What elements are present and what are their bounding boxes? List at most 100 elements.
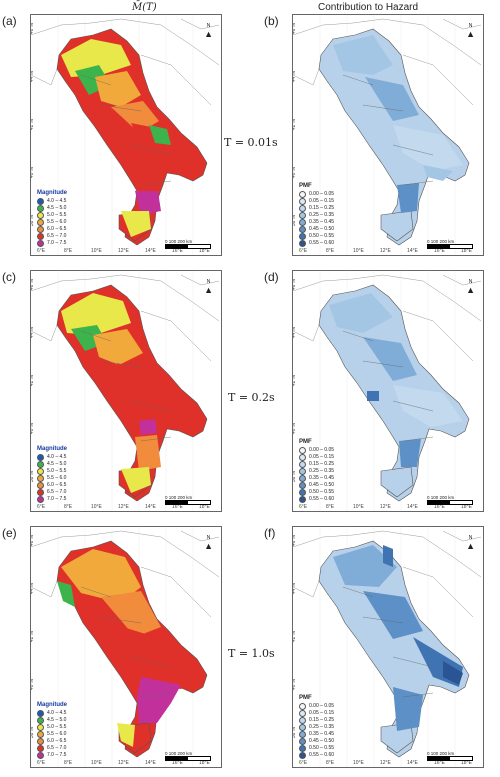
regional-borders [342, 586, 434, 698]
legend-item: 6.5 – 7.0 [37, 489, 67, 496]
legend-label: 6.5 – 7.0 [47, 745, 67, 751]
longitude-tick: 14°E [407, 760, 418, 766]
legend-title: Magnitude [37, 702, 67, 708]
map-panel-d: 46°N 44°N 42°N 40°N 38°N 6°E 8°E 10°E 12°E 14°E 16… [292, 270, 484, 512]
longitude-tick: 14°E [407, 504, 418, 510]
regional-borders [80, 586, 172, 698]
country-borders [31, 530, 220, 618]
legend-item: 4.0 – 4.5 [37, 710, 67, 717]
latitude-tick: 40°N [292, 423, 297, 435]
legend-label: 4.5 – 5.0 [47, 205, 67, 211]
legend-item: 0.35 – 0.45 [299, 475, 334, 482]
legend-label: 0.55 – 0.60 [309, 240, 335, 246]
legend-swatch [37, 745, 44, 752]
legend-swatch [299, 226, 306, 233]
legend-item: 0.25 – 0.35 [299, 212, 334, 219]
north-arrow-icon: N ▲ [466, 279, 475, 295]
legend-swatch [299, 745, 306, 752]
latitude-tick: 44°N [30, 327, 35, 339]
longitude-tick: 14°E [145, 504, 156, 510]
latitude-tick: 46°N [292, 535, 297, 547]
longitude-tick: 16°E [434, 760, 445, 766]
scale-bar: 0 100 200 km [427, 239, 473, 249]
longitude-tick: 10°E [353, 504, 364, 510]
legend-swatch [299, 233, 306, 240]
legend-item: 0.15 – 0.25 [299, 461, 334, 468]
longitude-tick: 6°E [299, 248, 308, 254]
legend-swatch [37, 724, 44, 731]
legend-item: 0.45 – 0.50 [299, 482, 334, 489]
legend-label: 6.0 – 6.5 [47, 226, 67, 232]
hazard-map [293, 527, 482, 767]
legend-label: 5.0 – 5.5 [47, 724, 67, 730]
latitude-tick: 38°N [292, 471, 297, 483]
panel-label-f: (f) [264, 526, 276, 540]
longitude-tick: 14°E [407, 248, 418, 254]
legend-swatch [37, 461, 44, 468]
magnitude-map [31, 15, 220, 255]
longitude-tick: 8°E [64, 504, 73, 510]
pmf-zone [383, 545, 393, 567]
pmf-zone [443, 661, 463, 685]
period-label-2: T = 1.0s [228, 647, 275, 660]
legend-label: 6.5 – 7.0 [47, 233, 67, 239]
legend-label: 5.0 – 5.5 [47, 468, 67, 474]
longitude-tick: 16°E [434, 248, 445, 254]
magnitude-zone [101, 591, 161, 637]
legend-label: 6.0 – 6.5 [47, 738, 67, 744]
longitude-tick: 18°E [461, 504, 472, 510]
legend-label: 5.5 – 6.0 [47, 731, 67, 737]
latitude-tick: 42°N [30, 631, 35, 643]
legend-swatch [37, 198, 44, 205]
longitude-tick: 8°E [64, 248, 73, 254]
magnitude-map [31, 527, 220, 767]
longitude-tick: 18°E [199, 760, 210, 766]
legend-swatch [37, 717, 44, 724]
pmf-zone [423, 165, 453, 181]
legend-item: 0.00 – 0.05 [299, 191, 334, 198]
legend-label: 0.45 – 0.50 [309, 738, 335, 744]
pmf-zone [363, 337, 417, 381]
legend-label: 0.50 – 0.55 [309, 233, 335, 239]
pmf-zone [393, 687, 423, 731]
italy-landmass [380, 466, 414, 498]
regional-borders [342, 74, 434, 186]
north-arrow-icon: N ▲ [466, 535, 475, 551]
north-arrow-icon: N ▲ [466, 23, 475, 39]
legend-label: 0.45 – 0.50 [309, 226, 335, 232]
magnitude-zone [149, 125, 171, 145]
legend-swatch [299, 496, 306, 503]
hazard-map [293, 15, 482, 255]
magnitude-zone [117, 723, 135, 747]
longitude-tick: 16°E [172, 248, 183, 254]
pmf-legend: PMF 0.00 – 0.05 0.05 – 0.15 0.15 – 0.25 0.25… [299, 695, 334, 759]
latitude-tick: 46°N [292, 279, 297, 291]
legend-item: 4.0 – 4.5 [37, 454, 67, 461]
map-panel-a: 46°N 44°N 42°N 40°N 38°N 6°E 8°E 10°E 12°E 14°E 16… [30, 14, 222, 256]
legend-item: 5.5 – 6.0 [37, 219, 67, 226]
country-borders [31, 274, 220, 362]
scale-bar: 0 100 200 km [165, 495, 211, 505]
map-panel-f: 46°N 44°N 42°N 40°N 38°N 6°E 8°E 10°E 12°E 14°E 16… [292, 526, 484, 768]
legend-label: 0.35 – 0.45 [309, 219, 335, 225]
legend-swatch [37, 475, 44, 482]
legend-swatch [37, 205, 44, 212]
legend-title: PMF [299, 695, 312, 701]
latitude-tick: 46°N [30, 535, 35, 547]
legend-item: 0.45 – 0.50 [299, 226, 334, 233]
longitude-tick: 6°E [299, 504, 308, 510]
legend-item: 4.5 – 5.0 [37, 205, 67, 212]
legend-label: 0.55 – 0.60 [309, 496, 335, 502]
legend-item: 0.15 – 0.25 [299, 205, 334, 212]
panel-label-a: (a) [2, 14, 17, 28]
legend-swatch [37, 710, 44, 717]
panel-label-d: (d) [264, 270, 279, 284]
legend-item: 0.00 – 0.05 [299, 703, 334, 710]
legend-item: 0.05 – 0.15 [299, 710, 334, 717]
hazard-column-header: Contribution to Hazard [318, 2, 419, 13]
longitude-tick: 18°E [461, 248, 472, 254]
pmf-zone [393, 385, 463, 427]
magnitude-zone [57, 581, 75, 607]
legend-swatch [299, 738, 306, 745]
legend-item: 7.0 – 7.5 [37, 240, 67, 247]
